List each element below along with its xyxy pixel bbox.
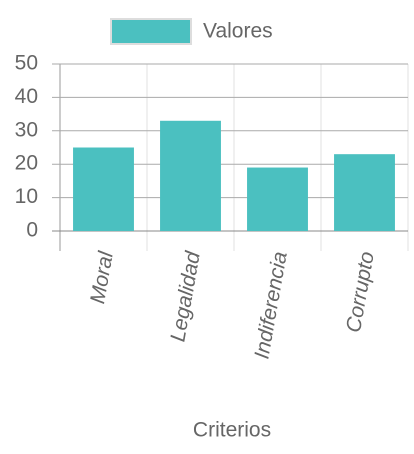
y-tick-label: 20 <box>15 152 38 175</box>
x-axis-title: Criterios <box>193 419 271 442</box>
y-tick-label: 0 <box>26 219 38 242</box>
legend-swatch <box>110 18 192 45</box>
y-tick-label: 10 <box>15 185 38 208</box>
x-tick-label: Corrupto <box>342 250 379 335</box>
y-tick-label: 30 <box>15 118 38 141</box>
x-tick-label: Moral <box>86 249 118 306</box>
bar <box>334 154 395 231</box>
legend-label: Valores <box>203 20 273 43</box>
y-tick-label: 50 <box>15 52 38 75</box>
x-tick-label: Legalidad <box>166 249 205 344</box>
x-tick-label: Indiferencia <box>250 250 292 361</box>
bar <box>247 167 308 231</box>
bar <box>73 147 134 231</box>
bar <box>160 120 221 231</box>
y-tick-label: 40 <box>15 85 38 108</box>
